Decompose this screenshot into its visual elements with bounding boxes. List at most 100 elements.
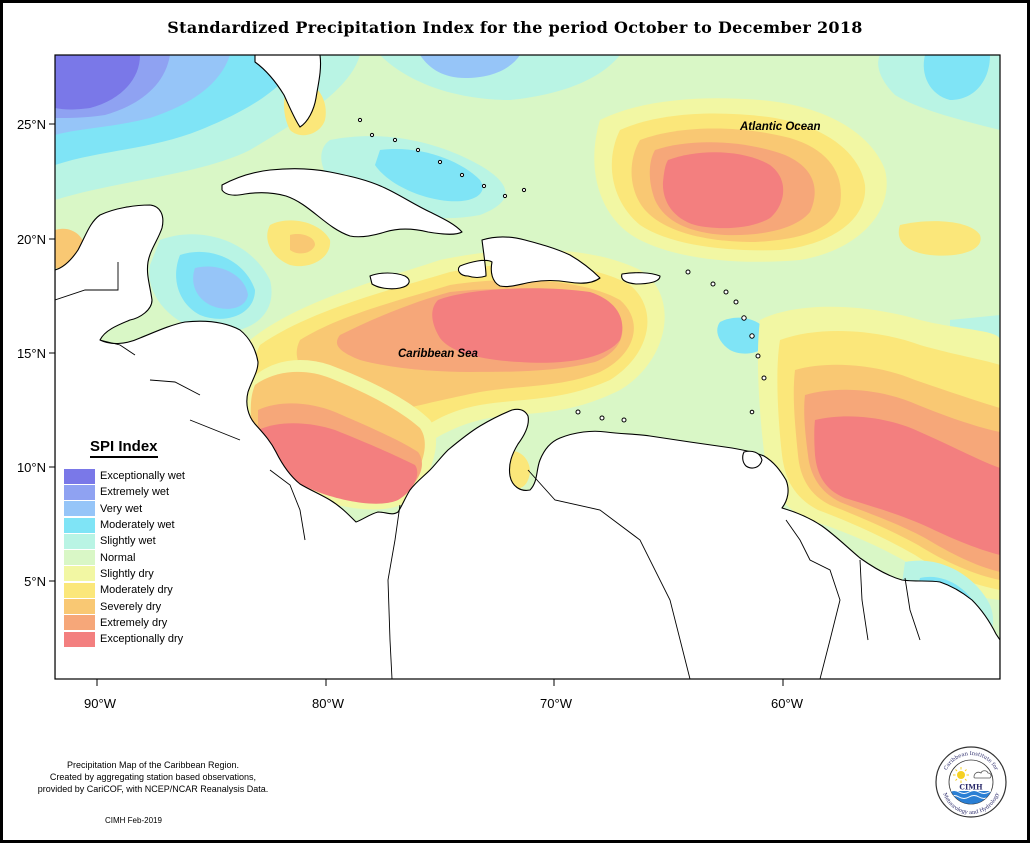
country-borders <box>55 262 921 679</box>
caribbean-sea-label: Caribbean Sea <box>398 348 478 360</box>
legend-swatch <box>64 550 95 566</box>
legend-item: Severely dry <box>64 598 214 615</box>
hispaniola <box>457 236 601 288</box>
legend-swatch <box>64 501 95 517</box>
east-exceptionally-dry <box>814 416 1000 555</box>
legend-swatch <box>64 533 95 549</box>
legend-item: Exceptionally dry <box>64 631 214 647</box>
legend-swatch <box>64 566 95 582</box>
island <box>733 299 739 305</box>
island <box>575 409 581 415</box>
legend-label: Severely dry <box>100 600 162 613</box>
lon-label-90w: 90°W <box>84 696 117 711</box>
map-border <box>54 54 1001 680</box>
legend-label: Slightly wet <box>100 535 156 548</box>
legend-label: Exceptionally dry <box>100 633 184 646</box>
gulf-exceptionally-wet <box>55 55 140 110</box>
legend-item: Exceptionally wet <box>64 468 214 484</box>
land-masses <box>55 55 1000 679</box>
island <box>369 132 375 138</box>
waves-icon <box>949 791 993 804</box>
legend-item: Extremely dry <box>64 615 214 631</box>
island <box>755 353 761 359</box>
legend-swatch <box>64 517 95 533</box>
trinidad <box>742 450 763 469</box>
island <box>761 375 767 381</box>
island <box>749 333 755 339</box>
lon-label-70w: 70°W <box>540 696 573 711</box>
island <box>710 281 716 287</box>
north-very-wet <box>420 55 520 78</box>
legend-item: Slightly wet <box>64 533 214 549</box>
legend-label: Extremely dry <box>100 616 168 629</box>
island <box>392 137 398 143</box>
legend-swatch <box>64 599 95 615</box>
island <box>521 187 527 193</box>
antilles-wet <box>717 317 770 354</box>
description-line: Created by aggregating station based obs… <box>49 772 257 782</box>
legend-items: Exceptionally wet Extremely wet Very wet Mo… <box>64 468 214 647</box>
lat-label-25n: 25°N <box>17 117 46 132</box>
puerto-rico <box>621 272 661 285</box>
lon-ticks <box>96 679 784 686</box>
legend-item: Normal <box>64 549 214 566</box>
legend-item: Moderately wet <box>64 517 214 533</box>
description-line: Precipitation Map of the Caribbean Regio… <box>66 760 240 770</box>
island <box>621 417 627 423</box>
legend-swatch <box>64 631 95 647</box>
island <box>459 172 465 178</box>
island <box>749 409 755 415</box>
legend-item: Very wet <box>64 501 214 517</box>
island <box>685 269 691 275</box>
island <box>599 415 605 421</box>
legend-swatch <box>64 582 95 598</box>
spi-legend: SPI Index Exceptionally wet Extremely wet… <box>64 438 214 647</box>
atlantic-exceptionally-dry <box>662 152 784 229</box>
sun-icon <box>957 771 965 779</box>
description-line: provided by CariCOF, with NCEP/NCAR Rean… <box>37 784 269 794</box>
lat-label-10n: 10°N <box>17 460 46 475</box>
legend-label: Slightly dry <box>100 567 154 580</box>
legend-label: Normal <box>100 551 136 564</box>
cuba-dry-inner <box>290 234 315 254</box>
island <box>741 315 747 321</box>
legend-item: Moderately dry <box>64 582 214 598</box>
legend-label: Exceptionally wet <box>100 470 185 483</box>
lat-label-15n: 15°N <box>17 346 46 361</box>
lat-label-20n: 20°N <box>17 232 46 247</box>
central-america-exceptionally-dry <box>258 423 418 504</box>
atlantic-ocean-label: Atlantic Ocean <box>739 121 821 133</box>
island <box>415 147 421 153</box>
lat-ticks <box>49 123 55 582</box>
legend-label: Very wet <box>100 502 143 515</box>
jamaica <box>369 272 410 290</box>
legend-title: SPI Index <box>90 438 158 458</box>
caribbean-exceptionally-dry <box>432 288 623 363</box>
lat-label-5n: 5°N <box>24 574 46 589</box>
cloud-icon <box>973 770 992 779</box>
map-description: Precipitation Map of the Caribbean Regio… <box>8 759 298 795</box>
legend-swatch <box>64 484 95 500</box>
island <box>437 159 443 165</box>
bahamas-moderately-wet <box>375 149 483 202</box>
yucatan-very-wet <box>193 266 248 309</box>
ne-dry <box>898 221 981 256</box>
island <box>502 193 508 199</box>
legend-swatch <box>64 615 95 631</box>
central-america <box>55 204 1000 679</box>
legend-label: Extremely wet <box>100 486 170 499</box>
lon-label-60w: 60°W <box>771 696 804 711</box>
logo-abbrev: CIMH <box>959 783 983 792</box>
map-credit: CIMH Feb-2019 <box>105 816 162 825</box>
lon-label-80w: 80°W <box>312 696 345 711</box>
island <box>481 183 487 189</box>
map-title: Standardized Precipitation Index for the… <box>167 18 863 37</box>
legend-label: Moderately wet <box>100 519 175 532</box>
cuba <box>221 168 463 238</box>
legend-label: Moderately dry <box>100 584 173 597</box>
island <box>357 117 363 123</box>
cimh-logo: Caribbean Institute for Meteorology and … <box>935 746 1007 818</box>
small-islands <box>357 117 767 423</box>
florida <box>254 55 322 128</box>
